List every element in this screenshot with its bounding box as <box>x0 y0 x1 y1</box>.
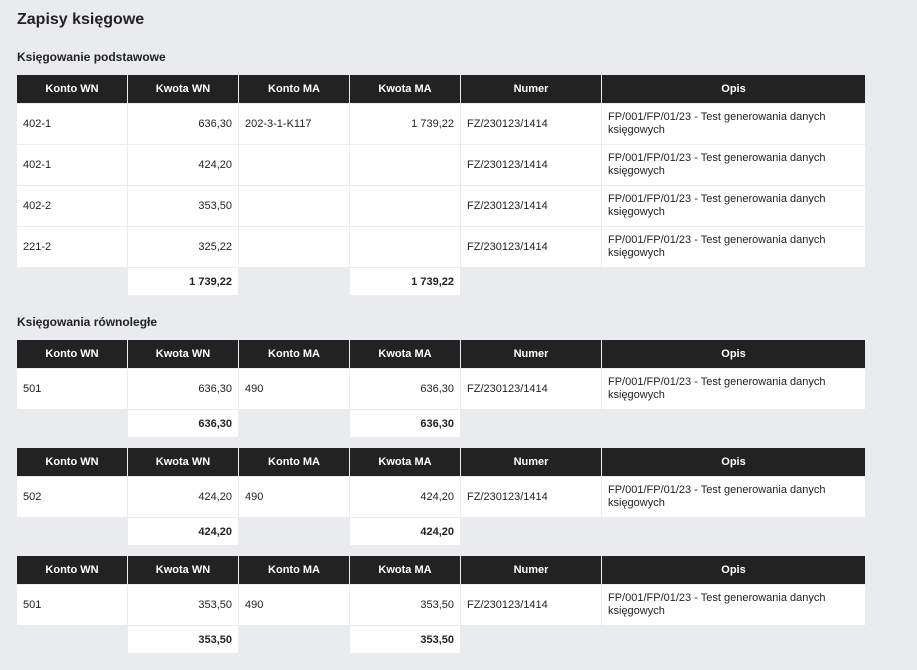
column-header: Konto MA <box>239 75 349 103</box>
cell: 424,20 <box>350 477 460 517</box>
total-spacer <box>461 410 601 437</box>
column-header: Numer <box>461 556 601 584</box>
cell: 202-3-1-K117 <box>239 104 349 144</box>
cell: FP/001/FP/01/23 - Test generowania danyc… <box>602 104 865 144</box>
cell: FP/001/FP/01/23 - Test generowania danyc… <box>602 227 865 267</box>
total-spacer <box>461 268 601 295</box>
total-spacer <box>239 626 349 653</box>
cell: 501 <box>17 369 127 409</box>
total-cell: 636,30 <box>128 410 238 437</box>
cell: 1 739,22 <box>350 104 460 144</box>
column-header: Kwota WN <box>128 75 238 103</box>
total-spacer <box>461 518 601 545</box>
cell: 353,50 <box>128 186 238 226</box>
total-spacer <box>239 268 349 295</box>
cell: 424,20 <box>128 145 238 185</box>
total-cell: 424,20 <box>128 518 238 545</box>
page-title: Zapisy księgowe <box>17 11 145 28</box>
column-header: Konto WN <box>17 75 127 103</box>
total-cell: 1 739,22 <box>128 268 238 295</box>
cell: FP/001/FP/01/23 - Test generowania danyc… <box>602 585 865 625</box>
column-header: Konto MA <box>239 340 349 368</box>
cell <box>350 145 460 185</box>
cell: 636,30 <box>128 104 238 144</box>
cell: 353,50 <box>128 585 238 625</box>
column-header: Opis <box>602 556 865 584</box>
cell: FZ/230123/1414 <box>461 145 601 185</box>
cell: 636,30 <box>128 369 238 409</box>
cell: 221-2 <box>17 227 127 267</box>
column-header: Konto MA <box>239 448 349 476</box>
cell: FP/001/FP/01/23 - Test generowania danyc… <box>602 477 865 517</box>
cell: 636,30 <box>350 369 460 409</box>
column-header: Numer <box>461 75 601 103</box>
cell: FZ/230123/1414 <box>461 369 601 409</box>
section-title: Księgowania równoległe <box>17 315 158 329</box>
total-cell: 1 739,22 <box>350 268 460 295</box>
cell: 325,22 <box>128 227 238 267</box>
total-cell: 353,50 <box>350 626 460 653</box>
total-cell: 353,50 <box>128 626 238 653</box>
ledger-table: Konto WN Kwota WN Konto MA Kwota MA Numer Opi… <box>17 75 866 295</box>
column-header: Opis <box>602 448 865 476</box>
total-spacer <box>602 410 865 437</box>
cell: 402-1 <box>17 145 127 185</box>
column-header: Konto MA <box>239 556 349 584</box>
column-header: Opis <box>602 75 865 103</box>
ledger-table: Konto WN Kwota WN Konto MA Kwota MA Numer Opi… <box>17 340 866 437</box>
cell: 424,20 <box>128 477 238 517</box>
column-header: Kwota WN <box>128 340 238 368</box>
total-spacer <box>17 268 127 295</box>
column-header: Kwota WN <box>128 448 238 476</box>
cell: FZ/230123/1414 <box>461 227 601 267</box>
total-spacer <box>17 626 127 653</box>
column-header: Numer <box>461 340 601 368</box>
cell <box>350 186 460 226</box>
cell: 501 <box>17 585 127 625</box>
column-header: Kwota WN <box>128 556 238 584</box>
column-header: Konto WN <box>17 448 127 476</box>
total-spacer <box>239 410 349 437</box>
cell <box>239 227 349 267</box>
total-spacer <box>602 268 865 295</box>
column-header: Kwota MA <box>350 75 460 103</box>
cell: 353,50 <box>350 585 460 625</box>
total-spacer <box>17 518 127 545</box>
section-title: Księgowanie podstawowe <box>17 50 166 64</box>
cell: FP/001/FP/01/23 - Test generowania danyc… <box>602 186 865 226</box>
cell <box>239 145 349 185</box>
ledger-table: Konto WN Kwota WN Konto MA Kwota MA Numer Opi… <box>17 556 866 653</box>
cell: FZ/230123/1414 <box>461 585 601 625</box>
column-header: Konto WN <box>17 556 127 584</box>
column-header: Opis <box>602 340 865 368</box>
column-header: Kwota MA <box>350 448 460 476</box>
cell <box>239 186 349 226</box>
cell <box>350 227 460 267</box>
total-spacer <box>17 410 127 437</box>
total-spacer <box>602 518 865 545</box>
cell: 402-2 <box>17 186 127 226</box>
cell: 402-1 <box>17 104 127 144</box>
cell: FP/001/FP/01/23 - Test generowania danyc… <box>602 369 865 409</box>
total-spacer <box>602 626 865 653</box>
cell: FZ/230123/1414 <box>461 477 601 517</box>
cell: 502 <box>17 477 127 517</box>
total-cell: 636,30 <box>350 410 460 437</box>
cell: FP/001/FP/01/23 - Test generowania danyc… <box>602 145 865 185</box>
cell: 490 <box>239 369 349 409</box>
column-header: Kwota MA <box>350 340 460 368</box>
cell: 490 <box>239 477 349 517</box>
total-spacer <box>239 518 349 545</box>
cell: 490 <box>239 585 349 625</box>
total-cell: 424,20 <box>350 518 460 545</box>
total-spacer <box>461 626 601 653</box>
column-header: Kwota MA <box>350 556 460 584</box>
column-header: Numer <box>461 448 601 476</box>
cell: FZ/230123/1414 <box>461 186 601 226</box>
ledger-table: Konto WN Kwota WN Konto MA Kwota MA Numer Opi… <box>17 448 866 545</box>
column-header: Konto WN <box>17 340 127 368</box>
cell: FZ/230123/1414 <box>461 104 601 144</box>
